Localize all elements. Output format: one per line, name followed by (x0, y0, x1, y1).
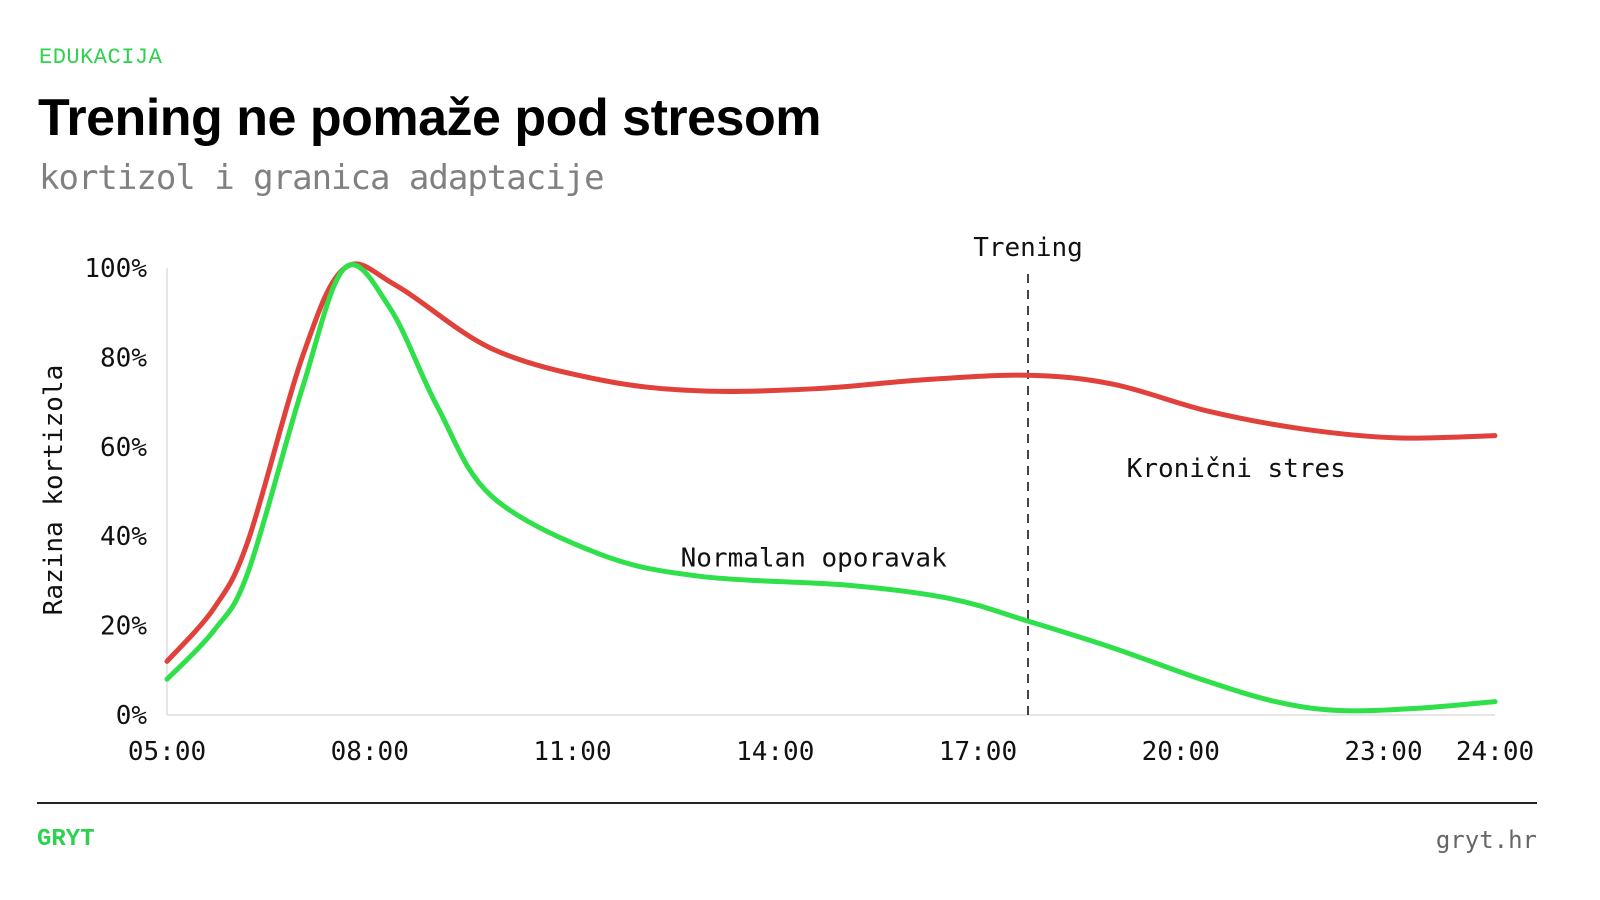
section-kicker: EDUKACIJA (39, 45, 163, 70)
y-axis-label: Razina kortizola (39, 365, 69, 615)
y-tick-label: 40% (100, 522, 147, 552)
page-title: Trening ne pomaže pod stresom (38, 89, 821, 147)
x-tick-label: 24:00 (1456, 737, 1534, 767)
series-line-kroni-ni-stres (164, 261, 1498, 664)
x-tick-label: 14:00 (736, 737, 814, 767)
page-subtitle: kortizol i granica adaptacije (39, 158, 605, 198)
y-tick-label: 20% (100, 612, 147, 642)
site-link[interactable]: gryt.hr (1435, 826, 1537, 854)
x-tick-label: 20:00 (1142, 737, 1220, 767)
y-tick-label: 80% (100, 343, 147, 373)
brand-logo: GRYT (37, 826, 95, 853)
series-label-kroni-ni-stres: Kronični stres (1127, 454, 1346, 484)
x-tick-label: 08:00 (331, 737, 409, 767)
footer-divider (37, 802, 1537, 804)
series-label-normalan-oporavak: Normalan oporavak (681, 544, 947, 574)
training-marker-label: Trening (973, 233, 1083, 263)
x-tick-label: 23:00 (1344, 737, 1422, 767)
y-tick-label: 0% (116, 701, 148, 731)
x-tick-label: 11:00 (533, 737, 611, 767)
x-tick-label: 17:00 (939, 737, 1017, 767)
x-tick-label: 05:00 (128, 737, 206, 767)
y-tick-label: 60% (100, 433, 147, 463)
series-line-normalan-oporavak (164, 262, 1498, 714)
y-tick-label: 100% (84, 254, 147, 284)
